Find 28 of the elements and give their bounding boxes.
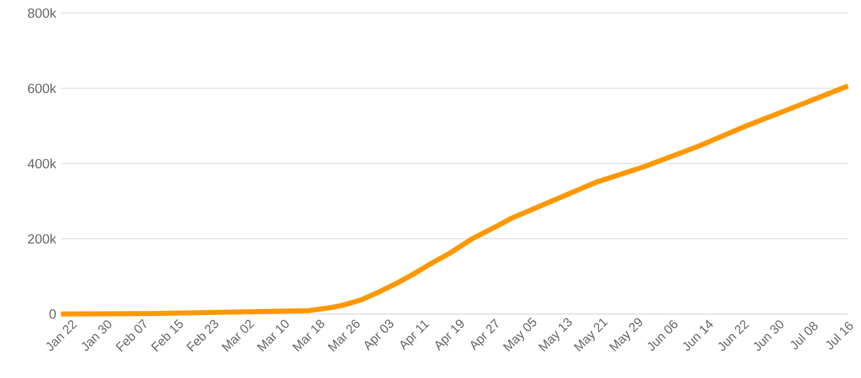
x-tick-label: Jul 08 bbox=[790, 322, 818, 350]
y-tick-label: 200k bbox=[28, 234, 56, 244]
y-tick-label: 800k bbox=[28, 8, 56, 18]
x-tick-label: Mar 02 bbox=[222, 320, 254, 352]
x-tick-label: Jan 22 bbox=[46, 320, 78, 351]
x-tick-label: Jun 22 bbox=[718, 320, 750, 351]
x-tick-label: Jan 30 bbox=[82, 320, 112, 351]
x-tick-label: Feb 07 bbox=[116, 318, 146, 352]
x-tick-label: May 05 bbox=[502, 317, 536, 352]
x-tick-label: Feb 15 bbox=[150, 319, 183, 352]
x-tick-label: Feb 23 bbox=[186, 320, 218, 352]
x-tick-label: Apr 11 bbox=[400, 320, 430, 350]
x-tick-label: May 21 bbox=[574, 318, 608, 352]
x-tick-label: Apr 27 bbox=[470, 318, 498, 351]
x-tick-label: Mar 26 bbox=[328, 320, 360, 352]
x-tick-label: May 29 bbox=[609, 318, 642, 352]
x-tick-label: May 13 bbox=[538, 318, 572, 352]
x-tick-label: Jul 16 bbox=[826, 322, 853, 350]
y-tick-label: 0 bbox=[49, 309, 56, 319]
x-tick-label: Mar 10 bbox=[256, 320, 289, 352]
x-tick-label: Mar 18 bbox=[292, 320, 324, 352]
x-tick-label: Apr 19 bbox=[435, 320, 464, 351]
x-tick-label: Jun 30 bbox=[754, 320, 784, 351]
y-tick-label: 600k bbox=[28, 83, 56, 94]
y-tick-label: 400k bbox=[28, 158, 56, 168]
x-tick-label: Apr 03 bbox=[364, 320, 394, 351]
x-tick-label: Jun 14 bbox=[682, 320, 714, 351]
x-tick-label: Jun 06 bbox=[648, 320, 678, 351]
